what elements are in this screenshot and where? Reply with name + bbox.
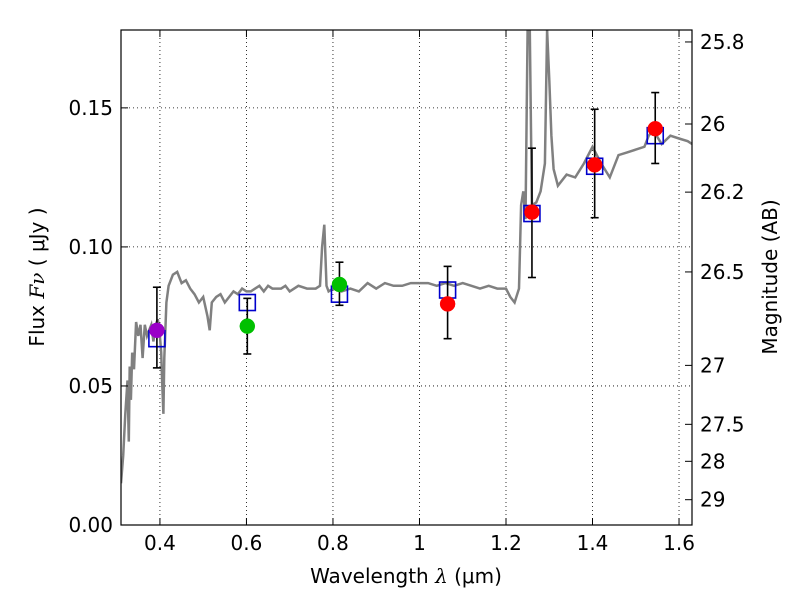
observed-photometry-point: [239, 318, 256, 334]
model-spectrum-line: [121, 30, 692, 484]
observed-photometry-point: [586, 157, 603, 173]
model-photometry-layer: [148, 126, 665, 348]
x-tick-label: 0.8: [317, 531, 349, 555]
x-tick-label: 0.6: [231, 531, 263, 555]
y-tick-label: 0.05: [68, 374, 113, 398]
observed-photometry-point: [331, 276, 348, 293]
observed-photometry-point: [524, 204, 540, 220]
right-tick-label: 27.5: [700, 412, 745, 436]
observed-photometry-point: [439, 296, 456, 312]
observed-photometry-point: [647, 120, 663, 137]
axes: 0.4 0.6 0.8 1 1.2 1.4 1.6 0.00 0.05 0.10 0.15 25.8 2…: [68, 29, 745, 555]
y-tick-label: 0.15: [68, 96, 113, 120]
observed-photometry-layer: [149, 91, 663, 369]
grid-lines: [121, 30, 692, 525]
right-axis-label: Magnitude (AB): [758, 199, 782, 354]
x-tick-label: 1.4: [577, 531, 609, 555]
right-tick-label: 26.2: [700, 180, 745, 204]
y-axis-label: Flux Fν ( μJy ): [25, 207, 49, 346]
right-tick-label: 27: [700, 353, 725, 377]
y-tick-label: 0.10: [68, 235, 113, 259]
x-axis-label: Wavelength λ (μm): [310, 564, 502, 588]
right-tick-label: 25.8: [700, 30, 745, 54]
right-tick-label: 26: [700, 112, 725, 136]
y-tick-label: 0.00: [68, 513, 113, 537]
right-tick-label: 26.5: [700, 260, 745, 284]
right-tick-label: 29: [700, 488, 725, 512]
right-tick-label: 28: [700, 449, 725, 473]
plot-frame: [120, 29, 693, 526]
model-spectrum-layer: [121, 30, 692, 484]
x-tick-label: 0.4: [144, 531, 176, 555]
x-tick-label: 1.2: [490, 531, 522, 555]
x-tick-label: 1.6: [663, 531, 695, 555]
x-tick-label: 1: [413, 531, 426, 555]
observed-photometry-point: [149, 322, 165, 339]
